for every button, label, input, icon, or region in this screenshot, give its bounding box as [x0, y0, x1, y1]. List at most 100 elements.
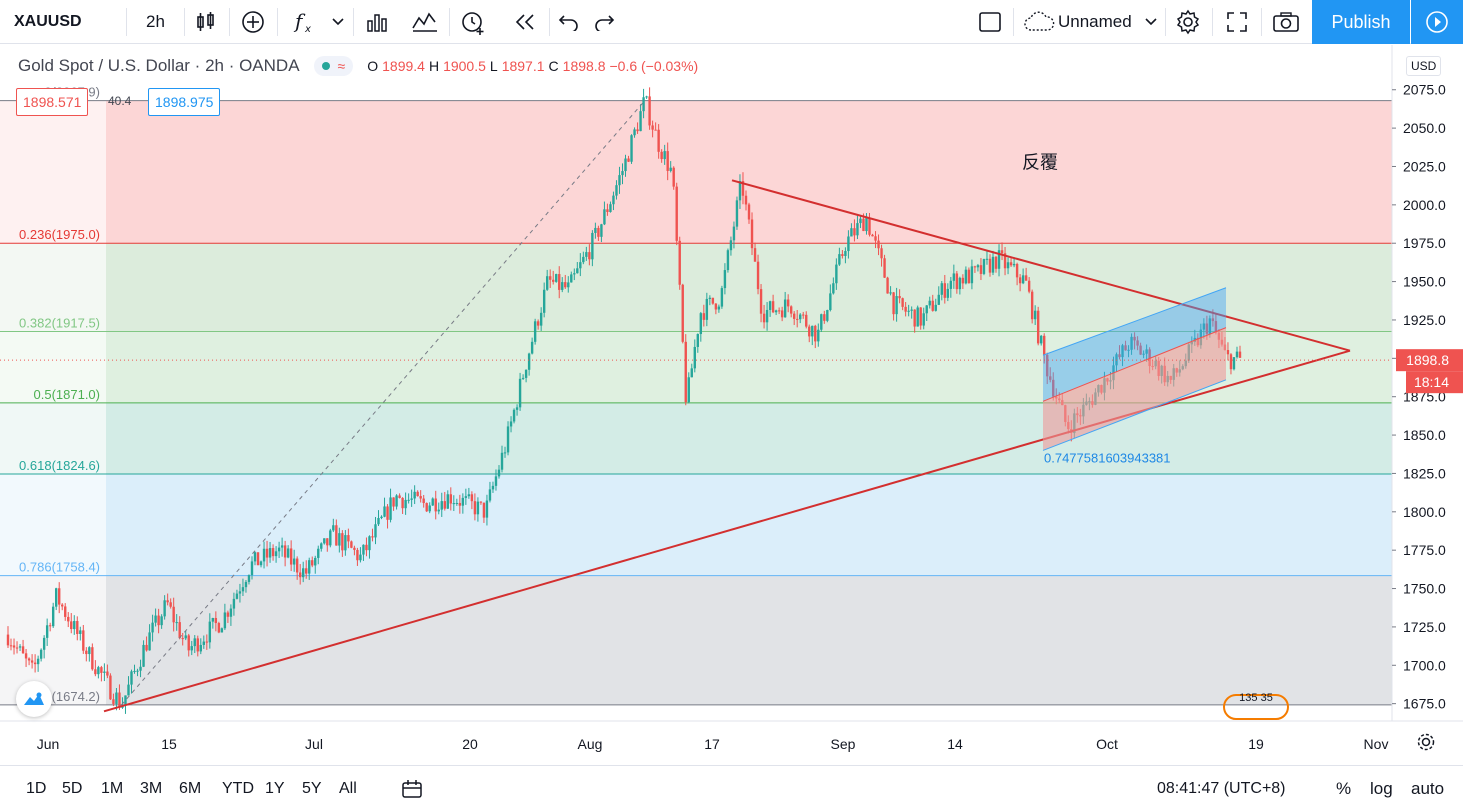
time-axis-bg[interactable] — [0, 721, 1463, 765]
channel-lower-zone[interactable] — [1043, 327, 1226, 451]
candle-body — [976, 265, 980, 268]
candle-body — [190, 646, 193, 651]
range-button-3m[interactable]: 3M — [140, 780, 163, 797]
candle-body — [973, 266, 977, 268]
fullscreen-icon[interactable] — [1224, 0, 1250, 44]
log-scale-toggle[interactable]: log — [1370, 779, 1393, 798]
price-axis-bg[interactable] — [1392, 45, 1463, 765]
channel-mid-line[interactable] — [1042, 327, 1227, 402]
candle-body — [886, 277, 889, 294]
channel-lower-line[interactable] — [1042, 379, 1227, 451]
tradingview-logo-icon[interactable] — [16, 681, 52, 717]
sell-price-button[interactable]: 1898.571 — [16, 88, 89, 116]
candle-body — [768, 301, 772, 310]
range-button-6m[interactable]: 6M — [179, 780, 202, 797]
price-chart[interactable]: 0(2067.9)0.236(1975.0)0.382(1917.5)0.5(1… — [0, 45, 1463, 765]
candle-body — [744, 195, 748, 205]
candle-body — [178, 622, 181, 639]
timezone-clock[interactable]: 08:41:47 (UTC+8) — [1157, 780, 1286, 797]
candle-body — [542, 289, 546, 313]
candle-body — [169, 602, 172, 607]
range-button-1d[interactable]: 1D — [26, 780, 47, 797]
goto-date-icon[interactable] — [400, 766, 424, 812]
candle-body — [913, 309, 916, 327]
candle-body — [645, 96, 648, 98]
candle-body — [750, 219, 754, 249]
replay-icon[interactable] — [512, 0, 538, 44]
candle-body — [717, 306, 721, 310]
candle-body — [347, 535, 350, 542]
bar-chart-icon[interactable] — [364, 0, 390, 44]
time-tick-label: Aug — [578, 736, 603, 752]
chevron-down-icon[interactable] — [330, 0, 346, 44]
triangle-upper-line[interactable] — [731, 179, 1351, 352]
range-button-1m[interactable]: 1M — [101, 780, 124, 797]
divider — [353, 8, 354, 36]
candle-body — [603, 209, 606, 225]
candle-body — [1142, 353, 1145, 355]
alert-icon[interactable] — [459, 0, 487, 44]
candles-icon[interactable] — [194, 0, 218, 44]
range-button-5d[interactable]: 5D — [62, 780, 83, 797]
auto-scale-toggle[interactable]: auto — [1411, 779, 1445, 798]
candle-body — [720, 288, 724, 307]
economic-events-badge[interactable] — [1223, 694, 1289, 720]
chevron-down-icon[interactable] — [1143, 0, 1159, 44]
range-button-5y[interactable]: 5Y — [302, 780, 322, 797]
candle-body — [919, 307, 922, 326]
candle-body — [1136, 340, 1139, 346]
chart-pane[interactable]: 0(2067.9)0.236(1975.0)0.382(1917.5)0.5(1… — [0, 45, 1463, 765]
legend-status-pill[interactable]: ≈ — [313, 56, 354, 76]
candle-body — [1027, 280, 1031, 292]
range-button-ytd[interactable]: YTD — [222, 780, 254, 797]
candle-body — [262, 548, 266, 562]
settings-icon[interactable] — [1174, 0, 1202, 44]
screenshot-icon[interactable] — [1271, 0, 1301, 44]
candle-body — [452, 503, 456, 505]
range-button-all[interactable]: All — [339, 780, 357, 797]
candle-body — [811, 325, 814, 337]
market-open-icon — [321, 62, 330, 70]
candle-body — [410, 498, 413, 500]
candle-body — [70, 621, 73, 630]
publish-button[interactable]: Publish — [1312, 0, 1410, 44]
candle-body — [1009, 262, 1013, 266]
undo-icon[interactable] — [557, 0, 581, 44]
candle-body — [127, 684, 130, 696]
channel-upper-line[interactable] — [1042, 287, 1227, 356]
publish-more-button[interactable] — [1411, 0, 1463, 44]
wave-icon: ≈ — [337, 58, 346, 74]
candle-body — [88, 647, 91, 655]
candle-body — [600, 224, 603, 237]
buy-price-button[interactable]: 1898.975 — [148, 88, 221, 116]
axis-settings-icon[interactable] — [1417, 733, 1435, 751]
redo-icon[interactable] — [592, 0, 616, 44]
low-value: 1897.1 — [501, 58, 545, 74]
candle-body — [582, 256, 585, 263]
channel-upper-zone[interactable] — [1043, 287, 1226, 402]
candle-body — [386, 506, 389, 520]
candle-body — [952, 273, 956, 281]
candle-body — [332, 525, 335, 531]
percent-scale-toggle[interactable]: % — [1336, 779, 1352, 798]
symbol-title[interactable]: Gold Spot / U.S. Dollar · 2h · OANDA — [18, 56, 300, 75]
candle-body — [130, 671, 133, 685]
currency-badge[interactable]: USD — [1406, 56, 1442, 76]
select-box-icon[interactable] — [977, 0, 1003, 44]
divider — [549, 8, 550, 36]
last-price-tag[interactable] — [1396, 349, 1463, 372]
layout-name[interactable]: Unnamed — [1058, 12, 1132, 31]
interval-button[interactable]: 2h — [146, 12, 165, 31]
range-button-1y[interactable]: 1Y — [265, 780, 285, 797]
candle-body — [536, 321, 540, 326]
candle-body — [955, 273, 959, 290]
fib-band — [106, 575, 1392, 705]
add-compare-icon[interactable] — [240, 0, 266, 44]
cloud-icon[interactable] — [1023, 0, 1055, 44]
templates-icon[interactable] — [411, 0, 439, 44]
candle-body — [521, 377, 525, 379]
candle-body — [476, 501, 480, 515]
symbol-search-button[interactable]: XAUUSD — [14, 13, 82, 30]
fib-trend-line[interactable] — [121, 100, 646, 706]
